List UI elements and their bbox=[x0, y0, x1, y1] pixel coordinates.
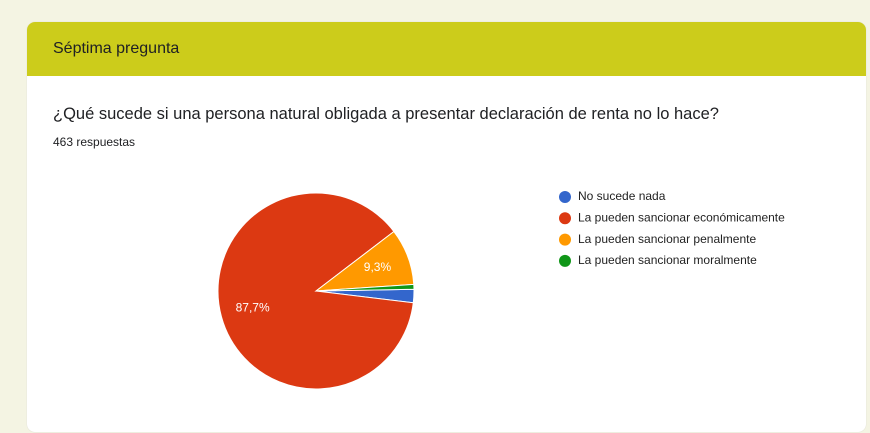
question: ¿Qué sucede si una persona natural oblig… bbox=[53, 105, 719, 123]
legend-label: La pueden sancionar moralmente bbox=[578, 253, 757, 267]
slice-label: 9,3% bbox=[364, 260, 392, 274]
pie-slice bbox=[315, 283, 415, 292]
legend-swatch bbox=[559, 233, 571, 246]
section-title: Séptima pregunta bbox=[53, 40, 180, 57]
legend-swatch bbox=[559, 254, 571, 267]
legend-label: La pueden sancionar penalmente bbox=[578, 232, 756, 246]
legend-label: No sucede nada bbox=[578, 189, 666, 203]
slice-label: 87,7% bbox=[236, 300, 270, 314]
legend-swatch bbox=[559, 191, 571, 203]
response-count: 463 respuestas bbox=[53, 135, 136, 149]
legend-label: La pueden sancionar económicamente bbox=[578, 210, 785, 224]
card: Séptima pregunta ¿Qué sucede si una pers… bbox=[27, 22, 866, 432]
legend-swatch bbox=[559, 212, 571, 225]
card-header: Séptima pregunta bbox=[27, 22, 866, 76]
